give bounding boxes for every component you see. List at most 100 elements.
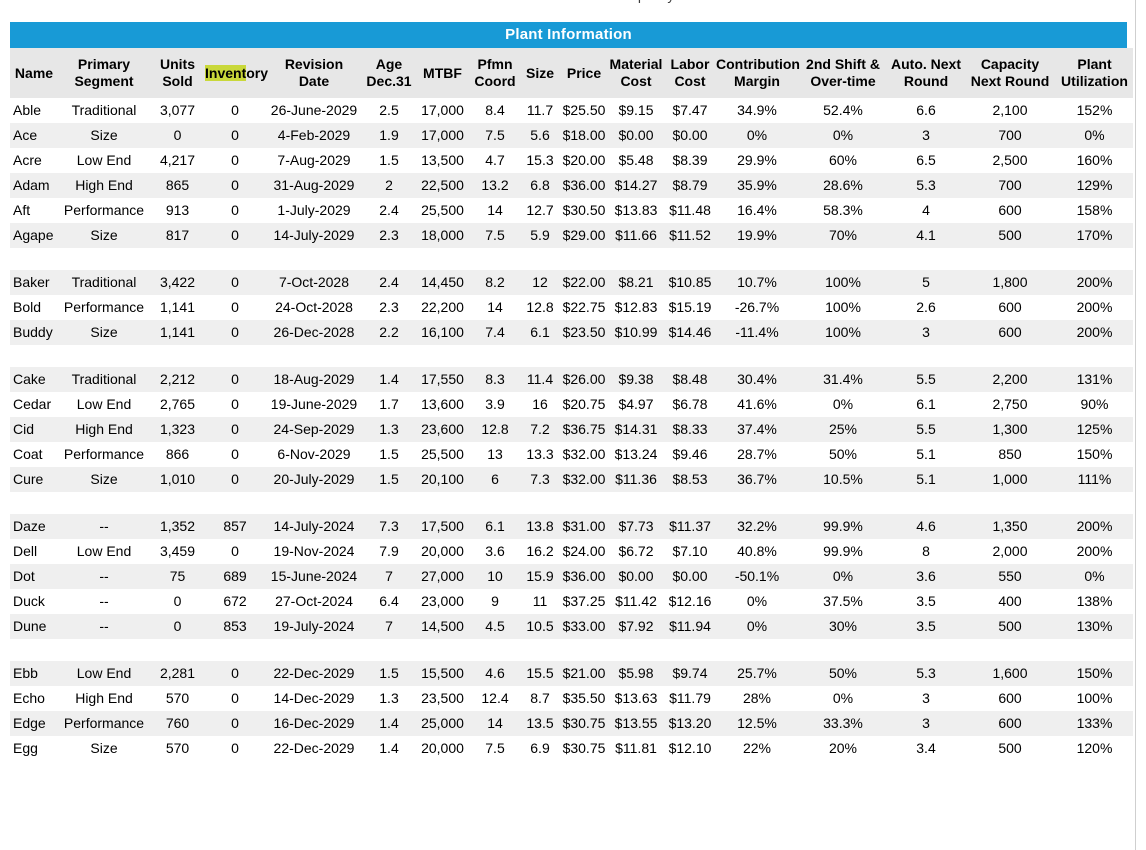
cell-shift: 0%: [832, 396, 854, 412]
cell-capacity: 2,000: [992, 543, 1028, 559]
cell-capacity: 700: [998, 127, 1022, 143]
cell-revision: 7-Oct-2028: [278, 274, 350, 290]
cell-contribution: 19.9%: [737, 227, 777, 243]
cell-name: Coat: [13, 446, 43, 462]
cell-size: 13.3: [526, 446, 554, 462]
cell-shift: 37.5%: [823, 593, 863, 609]
cell-labor: $6.78: [672, 396, 708, 412]
cell-pfmn: 13.2: [481, 177, 509, 193]
cell-shift: 33.3%: [823, 715, 863, 731]
cell-auto: 8: [922, 543, 930, 559]
cell-units_sold: 817: [165, 227, 190, 243]
cell-inventory: 0: [231, 152, 239, 168]
cell-mtbf: 13,600: [421, 396, 464, 412]
cell-material: $7.92: [618, 618, 654, 634]
cell-segment: High End: [75, 177, 133, 193]
cell-revision: 16-Dec-2029: [273, 715, 355, 731]
cell-units_sold: 913: [165, 202, 190, 218]
cell-labor: $11.79: [669, 690, 711, 706]
cell-shift: 50%: [828, 446, 858, 462]
cell-labor: $12.16: [668, 593, 712, 609]
cell-auto: 4.6: [916, 518, 936, 534]
cell-age: 1.4: [379, 715, 399, 731]
cell-auto: 5.3: [916, 177, 936, 193]
table-row-agape: Agape Size 817 0 14-July-2029 2.3 18,000 7.5 5.9…: [10, 223, 1133, 248]
cell-name: Bold: [13, 299, 42, 315]
cell-mtbf: 13,500: [421, 152, 464, 168]
cell-units_sold: 3,459: [159, 543, 196, 559]
legend-label: Production: [499, 0, 566, 3]
cell-contribution: 41.6%: [737, 396, 777, 412]
cell-capacity: 500: [998, 227, 1022, 243]
cell-contribution: 34.9%: [737, 102, 777, 118]
cell-material: $0.00: [618, 568, 654, 584]
cell-segment: High End: [75, 690, 133, 706]
cell-mtbf: 20,100: [421, 471, 464, 487]
cell-price: $20.00: [562, 152, 606, 168]
cell-price: $30.75: [562, 715, 606, 731]
table-row-dune: Dune -- 0 853 19-July-2024 7 14,500 4.5 10.5 $33.…: [10, 614, 1133, 639]
cell-material: $8.21: [618, 274, 654, 290]
cell-shift: 0%: [832, 690, 854, 706]
cell-auto: 3: [922, 127, 930, 143]
cell-material: $11.81: [615, 740, 657, 756]
search-highlight: Invent: [205, 64, 247, 81]
chart-legend: Production Capacity: [481, 0, 674, 3]
cell-size: 15.3: [526, 152, 554, 168]
legend-item-capacity[interactable]: Capacity: [602, 0, 674, 3]
column-header-size: Size: [520, 48, 560, 98]
column-header-contribution: Contribution Margin: [716, 48, 800, 98]
cell-capacity: 600: [998, 715, 1022, 731]
cell-inventory: 0: [231, 102, 239, 118]
cell-material: $13.63: [614, 690, 658, 706]
cell-capacity: 2,750: [992, 396, 1028, 412]
cell-capacity: 2,100: [992, 102, 1028, 118]
cell-utilization: 170%: [1076, 227, 1113, 243]
cell-size: 11.4: [526, 371, 554, 387]
cell-units_sold: 2,281: [159, 665, 196, 681]
cell-age: 2.4: [379, 202, 399, 218]
cell-segment: Performance: [63, 446, 145, 462]
cell-revision: 7-Aug-2029: [277, 152, 351, 168]
column-header-pfmn: Pfmn Coord: [470, 48, 520, 98]
cell-inventory: 0: [231, 471, 239, 487]
table-row-cedar: Cedar Low End 2,765 0 19-June-2029 1.7 13,600 3…: [10, 392, 1133, 417]
cell-shift: 60%: [828, 152, 858, 168]
cell-revision: 26-June-2029: [270, 102, 358, 118]
cell-contribution: 36.7%: [737, 471, 777, 487]
cell-inventory: 0: [231, 227, 239, 243]
cell-labor: $14.46: [668, 324, 712, 340]
cell-age: 2.3: [379, 227, 399, 243]
cell-size: 5.9: [530, 227, 550, 243]
cell-shift: 100%: [825, 324, 861, 340]
cell-utilization: 200%: [1076, 543, 1113, 559]
cell-shift: 31.4%: [823, 371, 863, 387]
table-row-duck: Duck -- 0 672 27-Oct-2024 6.4 23,000 9 11 $37.25 $…: [10, 589, 1133, 614]
cell-utilization: 152%: [1076, 102, 1113, 118]
cell-utilization: 90%: [1080, 396, 1109, 412]
table-row-echo: Echo High End 570 0 14-Dec-2029 1.3 23,500 12.4…: [10, 686, 1133, 711]
cell-inventory: 0: [231, 202, 239, 218]
cell-revision: 19-Nov-2024: [273, 543, 355, 559]
cell-units_sold: 2,765: [159, 396, 196, 412]
cell-name: Cedar: [13, 396, 52, 412]
cell-auto: 5: [922, 274, 930, 290]
cell-segment: Size: [90, 471, 118, 487]
legend-item-production[interactable]: Production: [481, 0, 566, 3]
cell-size: 13.8: [526, 518, 554, 534]
cell-price: $22.75: [562, 299, 606, 315]
cell-auto: 5.5: [916, 371, 936, 387]
cell-size: 6.8: [530, 177, 550, 193]
cell-material: $14.31: [614, 421, 658, 437]
cell-age: 2.5: [379, 102, 399, 118]
cell-segment: Low End: [76, 152, 132, 168]
cell-size: 16.2: [526, 543, 554, 559]
cell-units_sold: 0: [173, 618, 182, 634]
column-header-capacity: Capacity Next Round: [964, 48, 1056, 98]
cell-price: $30.75: [562, 740, 606, 756]
cell-age: 7: [385, 568, 393, 584]
cell-units_sold: 3,422: [159, 274, 196, 290]
cell-contribution: 12.5%: [737, 715, 777, 731]
cell-age: 1.5: [379, 471, 399, 487]
cell-utilization: 160%: [1076, 152, 1113, 168]
